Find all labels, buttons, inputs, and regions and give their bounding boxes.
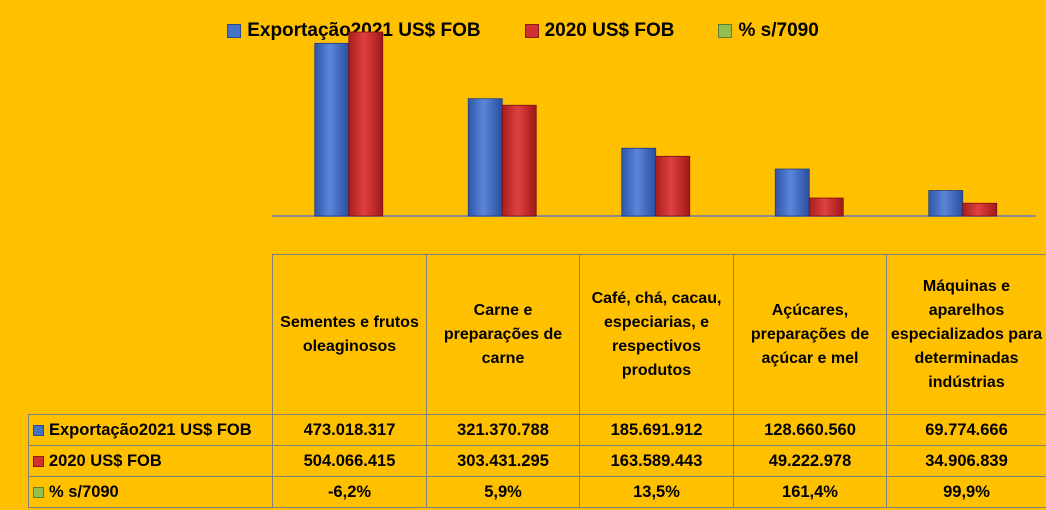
category-header: Carne e preparações de carne xyxy=(426,254,580,415)
legend-swatch xyxy=(524,24,539,38)
row-header: Exportação2021 US$ FOB xyxy=(28,414,273,446)
bar-exportacao-2021 xyxy=(621,147,657,217)
chart-plot-area xyxy=(272,31,1036,217)
table-cell: 128.660.560 xyxy=(733,414,887,446)
table-cell: 321.370.788 xyxy=(426,414,580,446)
table-cell: 13,5% xyxy=(579,476,734,508)
category-header: Máquinas e aparelhos especializados para… xyxy=(886,254,1046,415)
row-legend-swatch xyxy=(33,424,44,436)
table-cell: 303.431.295 xyxy=(426,445,580,477)
category-header: Café, chá, cacau, especiarias, e respect… xyxy=(579,254,734,415)
row-header: % s/7090 xyxy=(28,476,273,508)
table-cell: 185.691.912 xyxy=(579,414,734,446)
category-header: Açúcares, preparações de açúcar e mel xyxy=(733,254,887,415)
bar-2020 xyxy=(348,31,384,217)
table-corner xyxy=(28,254,273,415)
data-table: Sementes e frutos oleaginosos Carne e pr… xyxy=(28,254,1046,508)
bar-exportacao-2021 xyxy=(774,168,810,217)
row-header: 2020 US$ FOB xyxy=(28,445,273,477)
row-label: % s/7090 xyxy=(49,482,119,501)
legend-label: Exportação2021 US$ FOB xyxy=(247,20,481,41)
row-legend-swatch xyxy=(33,455,44,467)
legend-label: % s/7090 xyxy=(738,20,819,41)
bar-2020 xyxy=(501,104,537,217)
bar-exportacao-2021 xyxy=(467,98,503,217)
table-cell: -6,2% xyxy=(272,476,427,508)
table-cell: 163.589.443 xyxy=(579,445,734,477)
table-cell: 49.222.978 xyxy=(733,445,887,477)
bar-2020 xyxy=(962,202,998,217)
legend-label: 2020 US$ FOB xyxy=(544,20,675,41)
legend-item: % s/7090 xyxy=(718,20,819,42)
legend-swatch xyxy=(718,24,733,38)
row-label: 2020 US$ FOB xyxy=(49,451,162,470)
table-cell: 34.906.839 xyxy=(886,445,1046,477)
table-row: 2020 US$ FOB 504.066.415 303.431.295 163.58… xyxy=(28,445,1046,477)
row-legend-swatch xyxy=(33,486,44,498)
table-cell: 69.774.666 xyxy=(886,414,1046,446)
table-cell: 504.066.415 xyxy=(272,445,427,477)
row-label: Exportação2021 US$ FOB xyxy=(49,420,252,439)
bar-exportacao-2021 xyxy=(928,190,964,217)
table-cell: 5,9% xyxy=(426,476,580,508)
table-row: Exportação2021 US$ FOB 473.018.317 321.370… xyxy=(28,414,1046,446)
legend-item: 2020 US$ FOB xyxy=(524,20,675,42)
bar-exportacao-2021 xyxy=(314,42,350,217)
bar-2020 xyxy=(655,155,691,217)
table-row: % s/7090 -6,2% 5,9% 13,5% 161,4% 99,9% xyxy=(28,476,1046,508)
legend-swatch xyxy=(227,24,242,38)
table-header-row: Sementes e frutos oleaginosos Carne e pr… xyxy=(28,254,1046,415)
legend-item: Exportação2021 US$ FOB xyxy=(227,20,481,42)
category-header: Sementes e frutos oleaginosos xyxy=(272,254,427,415)
table-cell: 99,9% xyxy=(886,476,1046,508)
table-cell: 161,4% xyxy=(733,476,887,508)
chart-legend: Exportação2021 US$ FOB 2020 US$ FOB % s/70… xyxy=(0,20,1046,42)
bar-2020 xyxy=(808,197,844,217)
table-cell: 473.018.317 xyxy=(272,414,427,446)
